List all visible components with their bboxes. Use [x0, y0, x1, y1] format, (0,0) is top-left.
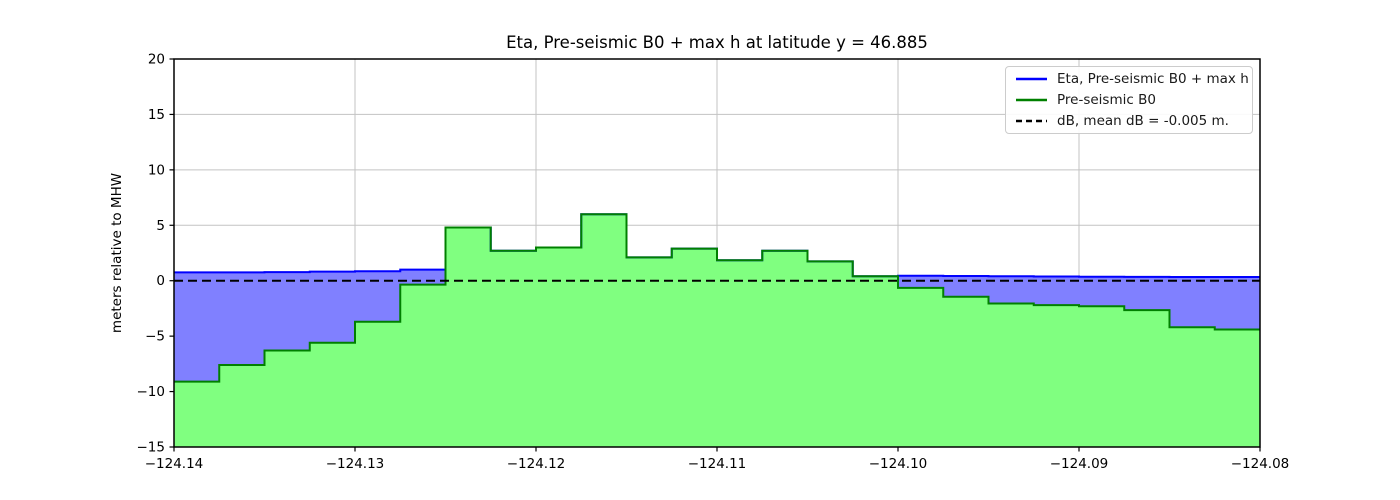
legend: Eta, Pre-seismic B0 + max h Pre-seismic B… — [1005, 66, 1253, 134]
legend-dashed-line-sample — [1016, 119, 1047, 123]
y-axis-label: meters relative to MHW — [109, 172, 125, 334]
x-tick-label: −124.08 — [1231, 456, 1290, 472]
legend-item: Eta, Pre-seismic B0 + max h — [1006, 69, 1252, 90]
plot-artists — [174, 213, 1260, 447]
y-tick-label: −5 — [145, 329, 165, 345]
legend-line-sample — [1016, 98, 1047, 102]
x-tick-label: −124.10 — [869, 456, 928, 472]
legend-label: Eta, Pre-seismic B0 + max h — [1057, 71, 1249, 87]
b0-line — [174, 213, 1260, 383]
x-tick-label: −124.14 — [145, 456, 204, 472]
legend-label: Pre-seismic B0 — [1057, 92, 1156, 108]
y-tick-label: 20 — [148, 52, 165, 68]
x-tick-label: −124.12 — [507, 456, 566, 472]
x-tick-label: −124.11 — [688, 456, 747, 472]
y-tick-label: 5 — [156, 218, 165, 234]
x-tick-label: −124.09 — [1050, 456, 1109, 472]
legend-line-sample — [1016, 77, 1047, 81]
legend-item: Pre-seismic B0 — [1006, 90, 1252, 111]
x-tick-label: −124.13 — [326, 456, 385, 472]
chart-title: Eta, Pre-seismic B0 + max h at latitude … — [506, 33, 928, 52]
legend-label: dB, mean dB = -0.005 m. — [1057, 113, 1229, 129]
y-tick-label: −10 — [137, 384, 166, 400]
legend-item: dB, mean dB = -0.005 m. — [1006, 111, 1252, 132]
y-tick-label: −15 — [137, 440, 166, 456]
y-tick-label: 0 — [156, 273, 165, 289]
y-tick-label: 15 — [148, 107, 165, 123]
y-tick-label: 10 — [148, 162, 165, 178]
